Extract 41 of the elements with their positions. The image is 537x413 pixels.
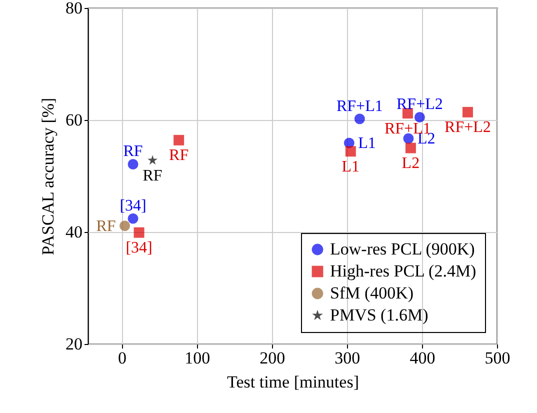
point — [128, 159, 138, 170]
legend-label: SfM (400K) — [330, 284, 414, 302]
annotation: RF — [169, 147, 189, 164]
x-tick-label: 500 — [484, 348, 510, 368]
x-tick-label: 300 — [334, 348, 360, 368]
annotation: RF+L1 — [336, 98, 383, 115]
annotation: L1 — [342, 158, 360, 176]
point — [148, 155, 158, 165]
point — [128, 213, 138, 224]
annotation: RF+L2 — [444, 119, 491, 136]
x-axis-title: Test time [minutes] — [227, 372, 359, 392]
y-tick-label: 20 — [66, 334, 82, 354]
point — [345, 146, 356, 157]
point — [403, 133, 414, 144]
point — [462, 106, 473, 118]
annotation: RF — [142, 167, 162, 184]
y-tick-label: 80 — [66, 0, 82, 18]
annotation: [34] — [126, 240, 152, 257]
legend-label: Low-res PCL (900K) — [330, 240, 475, 258]
point — [174, 134, 184, 146]
x-tick-label: 100 — [184, 348, 210, 368]
annotation: RF — [123, 143, 143, 160]
point — [120, 220, 130, 232]
annotation: RF+L2 — [396, 96, 443, 114]
point — [414, 112, 425, 122]
point — [405, 142, 416, 154]
point — [354, 114, 365, 124]
legend-label: PMVS (1.6M) — [330, 306, 428, 324]
annotation: L1 — [358, 134, 376, 152]
legend-label: High-res PCL (2.4M) — [330, 262, 476, 280]
point — [402, 108, 413, 119]
x-tick-label: 200 — [260, 348, 286, 368]
x-tick-label: 0 — [118, 348, 127, 368]
y-axis-title: PASCAL accuracy [%] — [38, 98, 58, 256]
point — [134, 227, 144, 238]
annotation: [34] — [120, 198, 146, 215]
x-tick-label: 400 — [410, 348, 436, 368]
annotation: L2 — [402, 155, 420, 172]
annotation: RF — [96, 218, 116, 235]
y-tick-label: 60 — [66, 110, 82, 130]
y-tick-label: 40 — [66, 222, 82, 242]
